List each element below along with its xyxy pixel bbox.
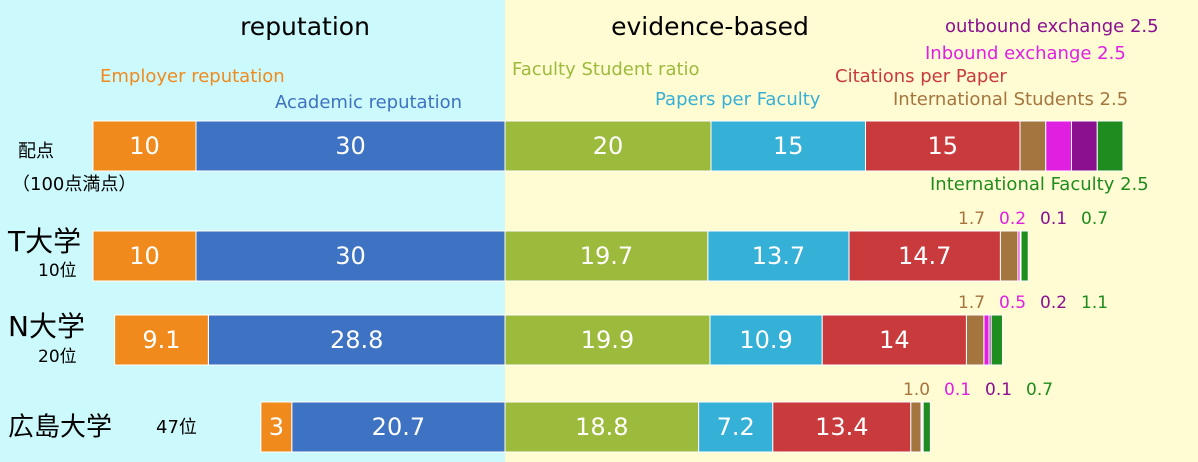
bar-segment bbox=[965, 314, 985, 366]
bar-segment bbox=[983, 314, 990, 366]
bar-segment bbox=[865, 120, 1021, 172]
row-label: T大学 bbox=[7, 225, 81, 258]
bar-segment bbox=[504, 230, 709, 282]
value-label: 19.7 bbox=[580, 242, 633, 270]
bar-segment bbox=[1045, 120, 1072, 172]
value-label: 15 bbox=[927, 132, 958, 160]
legend-label: Employer reputation bbox=[100, 66, 285, 87]
value-label: 20 bbox=[593, 132, 624, 160]
bar-segment bbox=[990, 314, 1003, 366]
bar-segment bbox=[504, 314, 711, 366]
bar-segment bbox=[821, 314, 967, 366]
bar-segment bbox=[710, 120, 866, 172]
legend-label: International Students 2.5 bbox=[893, 89, 1128, 110]
legend-label: outbound exchange 2.5 bbox=[945, 16, 1159, 37]
value-label: 10 bbox=[129, 132, 160, 160]
left-heading: reputation bbox=[240, 12, 370, 41]
value-label: 10 bbox=[129, 242, 160, 270]
bar-segment bbox=[1071, 120, 1098, 172]
legend-label: Citations per Paper bbox=[835, 66, 1007, 87]
bar-segment bbox=[1096, 120, 1124, 172]
value-label: 28.8 bbox=[330, 326, 383, 354]
value-label: 13.7 bbox=[752, 242, 805, 270]
small-value-label: 0.1 bbox=[985, 380, 1012, 400]
bar-segment bbox=[1020, 230, 1029, 282]
small-value-label: 0.7 bbox=[1081, 209, 1108, 229]
small-value-label: 0.1 bbox=[1040, 209, 1067, 229]
bar-segment bbox=[114, 314, 209, 366]
value-label: 7.2 bbox=[717, 413, 755, 441]
bar-segment bbox=[92, 120, 197, 172]
value-label: 19.9 bbox=[581, 326, 634, 354]
value-label: 13.4 bbox=[815, 413, 868, 441]
legend-label: Faculty Student ratio bbox=[512, 59, 700, 80]
value-label: 30 bbox=[335, 132, 366, 160]
small-value-label: 1.7 bbox=[958, 293, 985, 313]
bar-segment bbox=[999, 230, 1019, 282]
small-value-label: 0.1 bbox=[944, 380, 971, 400]
legend-label: Academic reputation bbox=[275, 92, 462, 113]
row-label: 配点 bbox=[18, 141, 54, 162]
row-label: N大学 bbox=[8, 310, 85, 343]
bar-segment bbox=[92, 230, 197, 282]
legend-label: International Faculty 2.5 bbox=[930, 174, 1149, 195]
value-label: 14.7 bbox=[898, 242, 951, 270]
bar-segment bbox=[260, 401, 293, 453]
legend-label: Papers per Faculty bbox=[655, 89, 821, 110]
value-label: 3 bbox=[269, 413, 284, 441]
bar-segment bbox=[291, 401, 506, 453]
row-rank: （100点満点） bbox=[12, 174, 136, 195]
bar-segment bbox=[698, 401, 774, 453]
row-label: 広島大学 bbox=[8, 413, 112, 443]
bar-segment bbox=[922, 401, 931, 453]
small-value-label: 1.7 bbox=[958, 209, 985, 229]
small-value-label: 1.0 bbox=[903, 380, 930, 400]
value-label: 20.7 bbox=[372, 413, 425, 441]
value-label: 9.1 bbox=[142, 326, 180, 354]
bar-segment bbox=[504, 401, 700, 453]
value-label: 10.9 bbox=[739, 326, 792, 354]
value-label: 30 bbox=[335, 242, 366, 270]
bar-segment bbox=[1019, 120, 1047, 172]
row-rank: 20位 bbox=[38, 347, 77, 367]
bar-segment bbox=[707, 230, 850, 282]
legend-label: Inbound exchange 2.5 bbox=[925, 43, 1126, 64]
small-value-label: 0.7 bbox=[1026, 380, 1053, 400]
small-value-label: 0.2 bbox=[999, 209, 1026, 229]
value-label: 18.8 bbox=[575, 413, 628, 441]
row-rank: 10位 bbox=[38, 261, 77, 281]
value-label: 14 bbox=[879, 326, 910, 354]
bar-segment bbox=[195, 230, 506, 282]
right-heading: evidence-based bbox=[611, 12, 809, 41]
small-value-label: 1.1 bbox=[1081, 293, 1108, 313]
bar-segment bbox=[848, 230, 1001, 282]
small-value-label: 0.2 bbox=[1040, 293, 1067, 313]
value-label: 15 bbox=[773, 132, 804, 160]
small-value-label: 0.5 bbox=[999, 293, 1026, 313]
bar-segment bbox=[910, 401, 922, 453]
row-rank: 47位 bbox=[156, 417, 197, 438]
bar-segment bbox=[195, 120, 506, 172]
bar-segment bbox=[772, 401, 912, 453]
bar-segment bbox=[709, 314, 823, 366]
